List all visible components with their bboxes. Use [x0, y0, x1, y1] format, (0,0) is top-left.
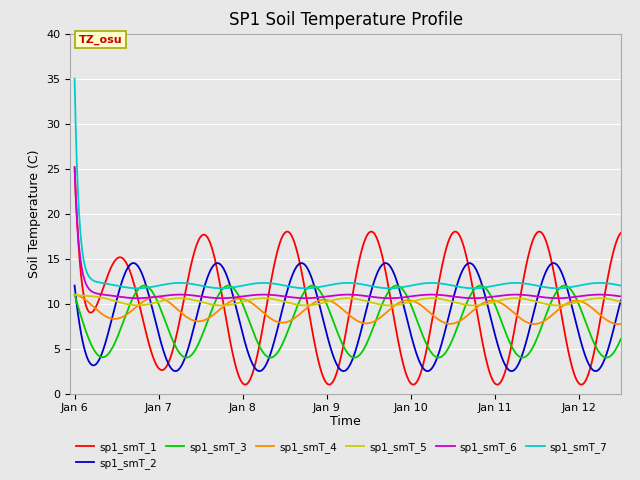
Title: SP1 Soil Temperature Profile: SP1 Soil Temperature Profile	[228, 11, 463, 29]
sp1_smT_2	[129, 260, 137, 266]
sp1_smT_7	[166, 281, 173, 287]
sp1_smT_6	[547, 295, 555, 301]
sp1_smT_7	[304, 286, 312, 291]
sp1_smT_3	[141, 283, 148, 288]
X-axis label: Time: Time	[330, 415, 361, 428]
sp1_smT_4	[280, 320, 288, 325]
sp1_smT_3	[166, 330, 173, 336]
sp1_smT_2	[617, 298, 625, 303]
sp1_smT_6	[304, 295, 312, 301]
sp1_smT_1	[606, 263, 614, 268]
sp1_smT_3	[280, 336, 288, 342]
sp1_smT_6	[606, 292, 614, 298]
sp1_smT_4	[304, 304, 312, 310]
sp1_smT_2	[71, 283, 79, 288]
sp1_smT_1	[548, 258, 556, 264]
sp1_smT_7	[554, 286, 562, 291]
sp1_smT_3	[607, 353, 614, 359]
sp1_smT_4	[617, 321, 625, 327]
sp1_smT_6	[280, 293, 288, 299]
Line: sp1_smT_1: sp1_smT_1	[75, 167, 621, 384]
sp1_smT_3	[548, 298, 556, 304]
sp1_smT_5	[133, 302, 141, 308]
sp1_smT_4	[614, 321, 622, 327]
sp1_smT_3	[304, 285, 312, 290]
sp1_smT_1	[280, 231, 288, 237]
Line: sp1_smT_3: sp1_smT_3	[75, 286, 621, 358]
sp1_smT_5	[71, 292, 79, 298]
sp1_smT_1	[166, 358, 173, 363]
Legend: sp1_smT_1, sp1_smT_2, sp1_smT_3, sp1_smT_4, sp1_smT_5, sp1_smT_6, sp1_smT_7: sp1_smT_1, sp1_smT_2, sp1_smT_3, sp1_smT…	[76, 442, 607, 469]
Line: sp1_smT_7: sp1_smT_7	[75, 79, 621, 288]
sp1_smT_7	[133, 286, 141, 291]
sp1_smT_6	[554, 295, 562, 301]
Line: sp1_smT_5: sp1_smT_5	[75, 295, 621, 305]
sp1_smT_7	[547, 285, 555, 291]
sp1_smT_1	[617, 230, 625, 236]
sp1_smT_2	[607, 338, 614, 344]
sp1_smT_4	[166, 300, 173, 305]
Line: sp1_smT_4: sp1_smT_4	[75, 295, 621, 324]
Y-axis label: Soil Temperature (C): Soil Temperature (C)	[28, 149, 41, 278]
Line: sp1_smT_2: sp1_smT_2	[75, 263, 621, 371]
sp1_smT_5	[280, 299, 288, 304]
sp1_smT_5	[617, 299, 625, 305]
sp1_smT_6	[71, 166, 79, 171]
sp1_smT_3	[133, 288, 141, 294]
sp1_smT_5	[606, 296, 614, 302]
sp1_smT_3	[71, 292, 79, 298]
sp1_smT_2	[548, 261, 556, 266]
sp1_smT_5	[304, 302, 312, 308]
sp1_smT_6	[617, 293, 625, 300]
sp1_smT_2	[255, 368, 263, 374]
Line: sp1_smT_6: sp1_smT_6	[75, 168, 621, 298]
sp1_smT_7	[606, 281, 614, 287]
sp1_smT_4	[133, 303, 141, 309]
sp1_smT_7	[71, 76, 79, 82]
sp1_smT_3	[617, 336, 625, 342]
sp1_smT_7	[617, 283, 625, 288]
sp1_smT_2	[304, 267, 312, 273]
sp1_smT_4	[71, 292, 79, 298]
sp1_smT_5	[547, 302, 555, 308]
sp1_smT_6	[166, 292, 173, 298]
sp1_smT_3	[266, 355, 274, 360]
sp1_smT_2	[133, 262, 141, 268]
Text: TZ_osu: TZ_osu	[79, 35, 122, 45]
sp1_smT_7	[280, 283, 288, 288]
sp1_smT_6	[133, 295, 141, 301]
sp1_smT_5	[166, 296, 173, 302]
sp1_smT_1	[71, 164, 79, 170]
sp1_smT_4	[606, 319, 614, 325]
sp1_smT_2	[280, 299, 288, 304]
sp1_smT_5	[554, 302, 562, 308]
sp1_smT_2	[166, 363, 173, 369]
sp1_smT_1	[325, 382, 333, 387]
sp1_smT_1	[304, 302, 312, 308]
sp1_smT_1	[133, 292, 141, 298]
sp1_smT_4	[547, 313, 555, 319]
